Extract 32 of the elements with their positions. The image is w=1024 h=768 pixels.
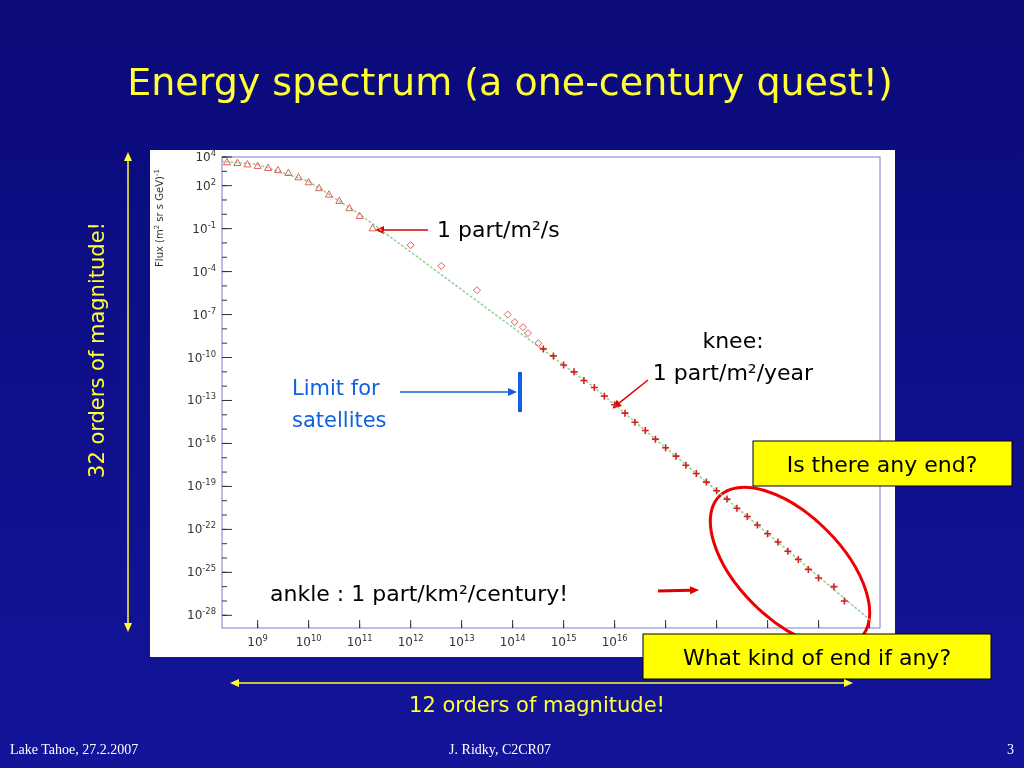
text: Lake Tahoe, 27.2.2007 xyxy=(10,742,139,757)
x-tick-label: 10$^{10}$ xyxy=(295,633,322,649)
y-tick-label: 10$^{-22}$ xyxy=(187,520,216,537)
annotation: knee: 1 part/m²/year xyxy=(652,328,815,385)
x-tick-label: 10$^{12}$ xyxy=(397,633,424,649)
x-tick-label: 10$^{16}$ xyxy=(601,633,628,649)
annotation: Limit for satellites xyxy=(292,376,387,432)
x-tick-label: 10$^{14}$ xyxy=(499,633,526,649)
text: What kind of end if any? xyxy=(682,645,952,670)
chart-title: Energy spectrum (a one-century quest!) xyxy=(127,60,893,104)
y-tick-label: 10$^{-28}$ xyxy=(187,606,216,623)
text: 12 orders of magnitude! xyxy=(409,693,665,717)
y-tick-label: 10$^{-1}$ xyxy=(192,219,216,236)
y-tick-label: 10$^{4}$ xyxy=(195,148,216,164)
y-tick-label: 10$^{-16}$ xyxy=(187,434,216,451)
y-tick-label: 10$^{-7}$ xyxy=(192,305,216,322)
x-tick-label: 10$^{13}$ xyxy=(448,633,475,649)
x-tick-label: 10$^{15}$ xyxy=(550,633,577,649)
annotation: ankle : 1 part/km²/century! xyxy=(270,581,569,606)
x-tick-label: 10$^{9}$ xyxy=(247,633,268,649)
y-tick-label: 10$^{2}$ xyxy=(195,176,216,193)
y-tick-label: 10$^{-25}$ xyxy=(187,563,216,580)
annotation: 1 part/m²/s xyxy=(437,217,560,242)
text: J. Ridky, C2CR07 xyxy=(449,742,551,757)
text: 32 orders of magnitude! xyxy=(85,222,109,478)
y-tick-label: 10$^{-19}$ xyxy=(187,477,216,494)
text: 3 xyxy=(1007,742,1014,757)
x-tick-label: 10$^{11}$ xyxy=(346,633,373,649)
annotation: Is there any end? xyxy=(786,452,978,477)
y-tick-label: 10$^{-13}$ xyxy=(187,391,216,408)
y-tick-label: 10$^{-10}$ xyxy=(187,348,216,365)
y-tick-label: 10$^{-4}$ xyxy=(192,262,216,279)
